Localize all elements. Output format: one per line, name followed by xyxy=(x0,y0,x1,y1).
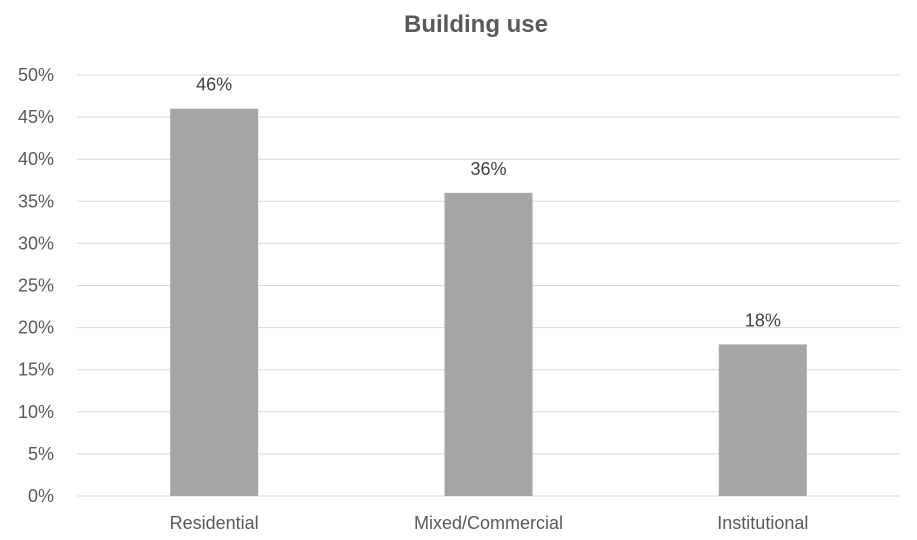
data-label: 46% xyxy=(196,75,232,95)
x-axis-categories: Residential Mixed/Commercial Institutional xyxy=(170,513,809,533)
x-category-label: Mixed/Commercial xyxy=(414,513,563,533)
data-label: 36% xyxy=(470,159,506,179)
bar-institutional xyxy=(718,344,807,496)
y-tick-label: 45% xyxy=(18,107,54,127)
y-tick-label: 25% xyxy=(18,276,54,296)
data-labels: 46% 36% 18% xyxy=(196,75,781,331)
y-tick-label: 50% xyxy=(18,65,54,85)
x-category-label: Institutional xyxy=(717,513,808,533)
y-tick-label: 10% xyxy=(18,402,54,422)
bars xyxy=(170,108,807,497)
data-label: 18% xyxy=(745,310,781,330)
y-tick-label: 20% xyxy=(18,318,54,338)
bar-mixed-commercial xyxy=(444,192,533,496)
y-tick-label: 35% xyxy=(18,191,54,211)
y-axis-ticks: 0% 5% 10% 15% 20% 25% 30% 35% 40% 45% 50% xyxy=(18,65,54,506)
y-tick-label: 15% xyxy=(18,360,54,380)
y-tick-label: 40% xyxy=(18,149,54,169)
bar-residential xyxy=(170,108,259,497)
y-tick-label: 0% xyxy=(28,486,54,506)
x-category-label: Residential xyxy=(170,513,259,533)
y-tick-label: 30% xyxy=(18,233,54,253)
chart-title: Building use xyxy=(404,11,548,38)
y-tick-label: 5% xyxy=(28,444,54,464)
